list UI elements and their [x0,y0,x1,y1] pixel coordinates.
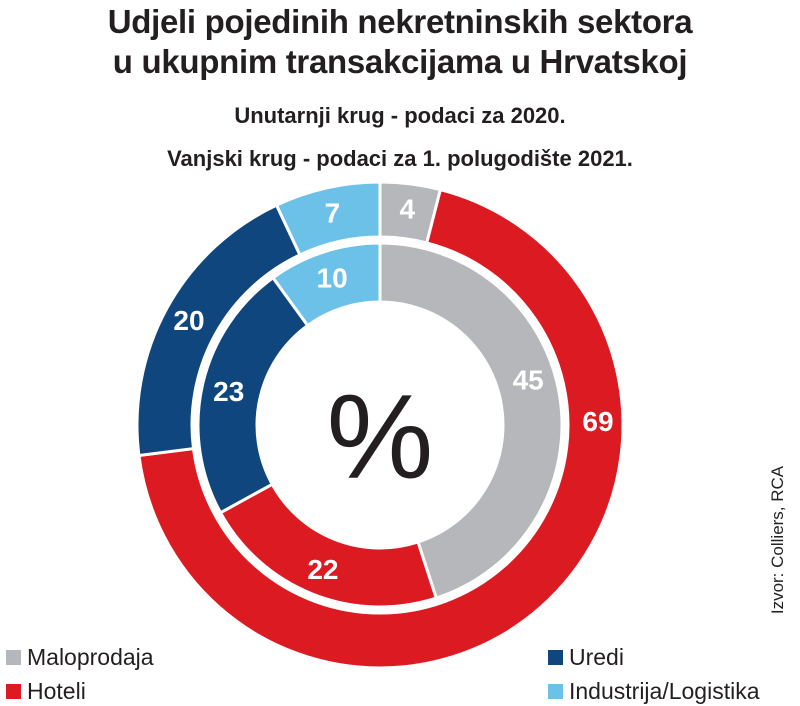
outer-ring [135,180,625,670]
inner-ring [196,241,564,609]
legend-label: Maloprodaja [27,644,154,670]
legend-item-maloprodaja: Maloprodaja [6,644,154,671]
legend-swatch-maloprodaja [6,650,21,665]
outer-slice-industrija-logistika [274,180,382,257]
legend-label: Uredi [569,644,624,670]
legend-label: Hoteli [27,678,86,704]
inner-label-uredi: 23 [213,376,244,407]
outer-label-uredi: 20 [173,305,204,336]
outer-slice-hoteli [137,187,625,670]
center-percent-label: % [327,370,434,504]
inner-label-hoteli: 22 [307,554,338,585]
legend-label: Industrija/Logistika [569,678,760,704]
inner-label-industrija-logistika: 10 [317,263,348,294]
outer-label-industrija-logistika: 7 [325,197,341,228]
inner-slice-maloprodaja [378,241,564,600]
outer-label-maloprodaja: 4 [400,194,416,225]
legend-swatch-industrija-logistika [548,684,563,699]
subtitle-inner-ring: Unutarnji krug - podaci za 2020. [234,103,566,128]
legend-swatch-uredi [548,650,563,665]
legend-item-uredi: Uredi [548,644,624,671]
source-note: Izvor: Colliers, RCA [768,465,787,615]
data-labels: 45 22 23 10 4 69 20 7 [173,194,613,585]
subtitle-outer-ring: Vanjski krug - podaci za 1. polugodište … [167,146,633,171]
legend-item-hoteli: Hoteli [6,678,86,705]
chart-title-line-1: Udjeli pojedinih nekretninskih sektora [107,3,693,40]
legend-swatch-hoteli [6,684,21,699]
inner-label-maloprodaja: 45 [513,364,544,395]
chart-title-line-2: u ukupnim transakcijama u Hrvatskoj [112,43,688,80]
legend-item-industrija-logistika: Industrija/Logistika [548,678,760,705]
outer-label-hoteli: 69 [582,406,613,437]
inner-slice-industrija-logistika [270,241,382,328]
